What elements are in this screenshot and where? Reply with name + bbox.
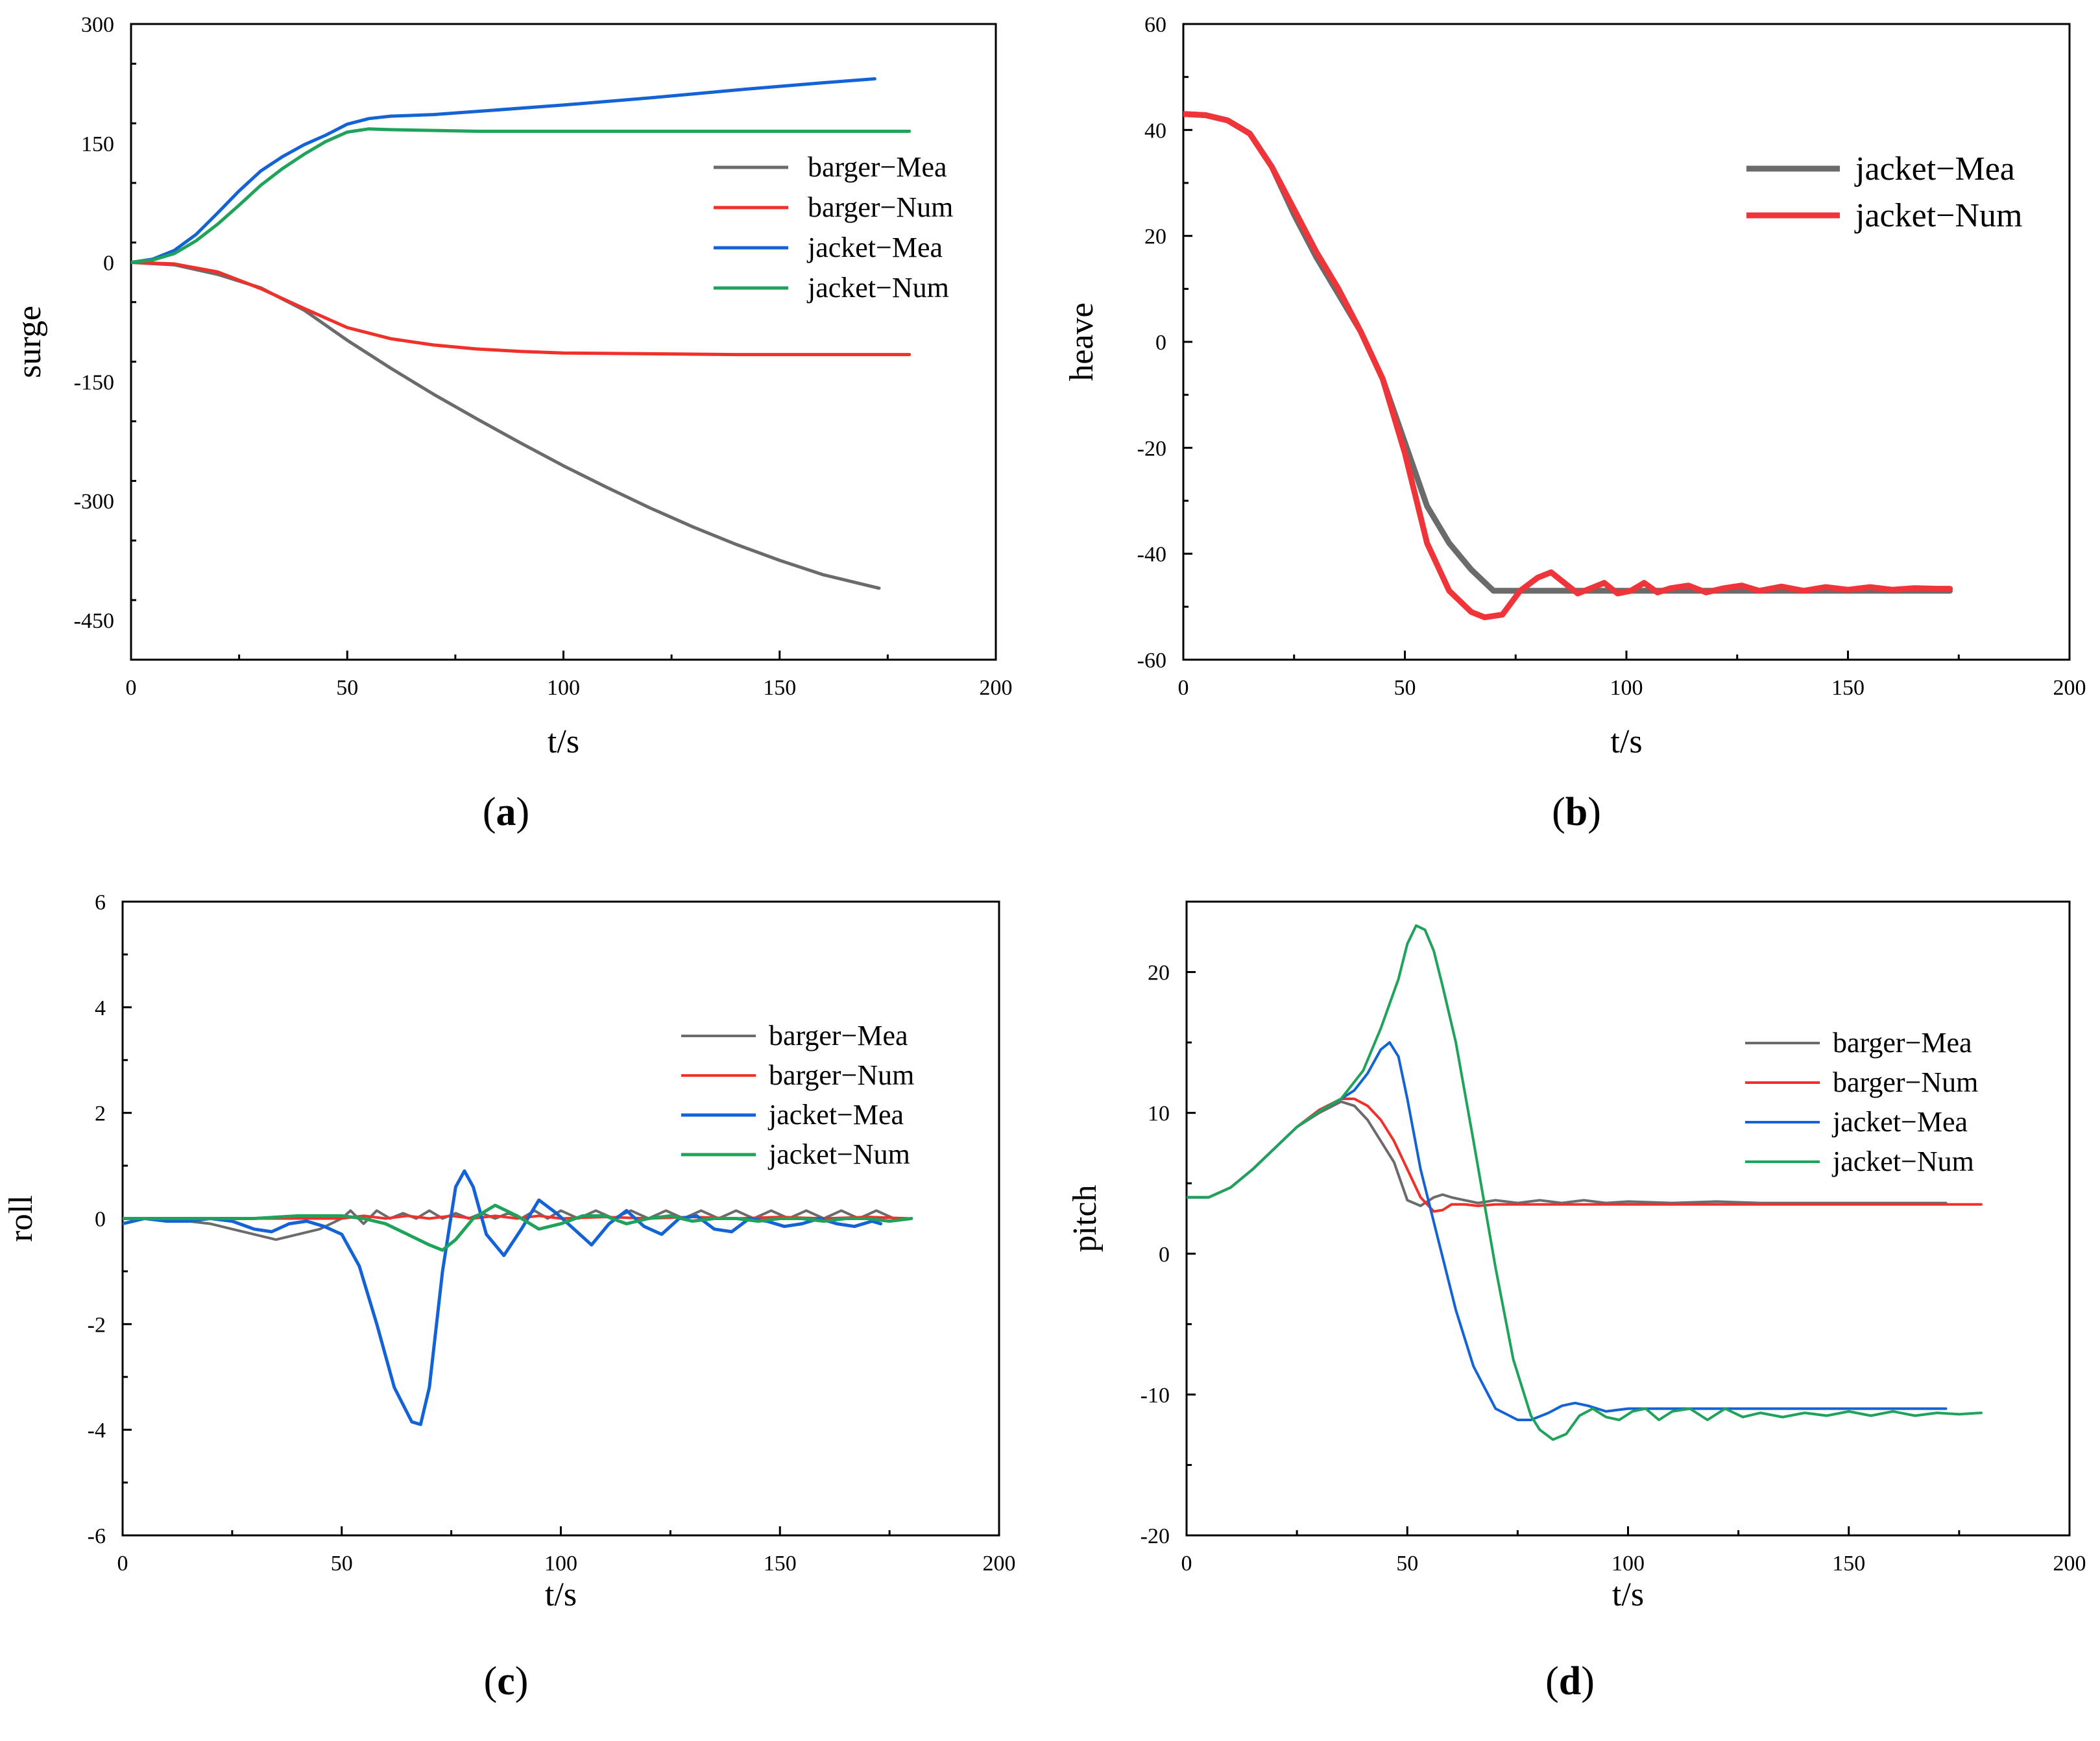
- y-tick-label: 0: [95, 1208, 106, 1232]
- series-line-barger-mea: [1187, 1100, 1948, 1207]
- panel-caption: (b): [1552, 790, 1601, 834]
- series-group: [123, 1169, 913, 1426]
- series-group: [1183, 111, 1953, 621]
- plot-frame: [130, 23, 997, 661]
- x-tick-label: 50: [1394, 676, 1416, 700]
- y-tick-label: -6: [88, 1524, 106, 1548]
- legend-label: barger−Num: [1833, 1066, 1978, 1098]
- panel-caption: (c): [484, 1659, 529, 1703]
- x-tick-label: 100: [1611, 1552, 1645, 1576]
- series-line-jacket-mea: [1187, 1041, 1948, 1421]
- x-tick-label: 150: [764, 1552, 797, 1576]
- x-tick-label: 200: [983, 1552, 1016, 1576]
- y-tick-label: 0: [103, 252, 114, 276]
- y-tick-label: -450: [74, 609, 114, 633]
- x-tick-label: 100: [544, 1552, 577, 1576]
- series-line-barger-num: [131, 261, 911, 357]
- y-tick-label: -60: [1137, 649, 1166, 673]
- chart-panel-b: 0 50 100 150 2006040200-20-40-60t/sheavejack…: [1063, 13, 2086, 834]
- chart-panel-d: 0 50 100 150 20020100-10-20t/spitchbarger−Me…: [1067, 900, 2086, 1703]
- x-axis-title: t/s: [1610, 723, 1642, 760]
- chart-panel-c: 0 50 100 150 200 6 4 2 0 -2 -4 -6 t/s roll barger−Mea b…: [3, 891, 1016, 1703]
- y-axis-title: pitch: [1067, 1185, 1104, 1253]
- y-tick-label: 40: [1144, 119, 1166, 143]
- y-tick-label: 0: [1155, 331, 1166, 355]
- y-axis-title: heave: [1063, 302, 1100, 381]
- x-tick-label: 0: [1178, 676, 1189, 700]
- y-tick-label: 6: [95, 891, 106, 915]
- y-axis-title: roll: [3, 1195, 40, 1242]
- y-tick-label: -2: [88, 1313, 106, 1337]
- x-tick-label: 150: [1831, 676, 1865, 700]
- legend-label: barger−Num: [808, 191, 953, 223]
- y-tick-label: 4: [95, 996, 106, 1020]
- legend-label: jacket−Mea: [1831, 1106, 1968, 1138]
- y-tick-label: 300: [81, 13, 114, 37]
- series-line-jacket-num: [1183, 111, 1953, 621]
- y-tick-label: -10: [1141, 1384, 1170, 1408]
- x-tick-label: 200: [2053, 1552, 2086, 1576]
- series-line-jacket-mea: [131, 77, 876, 264]
- x-tick-label: 100: [1610, 676, 1643, 700]
- x-axis-title: t/s: [545, 1576, 577, 1613]
- x-tick-label: 150: [1832, 1552, 1865, 1576]
- legend-label: jacket−Mea: [806, 232, 943, 263]
- legend-label: barger−Mea: [1833, 1027, 1972, 1059]
- x-axis-title: t/s: [1612, 1576, 1644, 1613]
- y-tick-label: -20: [1141, 1524, 1170, 1548]
- y-axis-title: surge: [11, 306, 48, 378]
- series-line-jacket-num: [123, 1203, 913, 1252]
- plot-frame: [1185, 900, 2071, 1537]
- series-line-jacket-num: [131, 127, 911, 264]
- x-tick-label: 50: [1396, 1552, 1418, 1576]
- legend-label: barger−Mea: [808, 151, 947, 183]
- y-tick-label: -150: [74, 370, 114, 394]
- y-tick-label: 20: [1148, 961, 1170, 985]
- x-tick-label: 50: [331, 1552, 353, 1576]
- y-tick-label: 10: [1148, 1102, 1170, 1126]
- legend-label: barger−Num: [769, 1059, 914, 1091]
- y-tick-label: -300: [74, 490, 114, 514]
- series-line-jacket-num: [1187, 924, 1983, 1441]
- legend-label: jacket−Mea: [767, 1099, 904, 1131]
- y-tick-label: -40: [1137, 543, 1166, 567]
- panel-caption: (d): [1545, 1659, 1595, 1703]
- y-tick-label: -20: [1137, 437, 1166, 461]
- series-line-barger-mea: [131, 261, 881, 590]
- x-tick-label: 200: [2053, 676, 2086, 700]
- y-tick-label: 20: [1144, 225, 1166, 249]
- x-axis-title: t/s: [548, 723, 579, 760]
- x-tick-label: 150: [763, 676, 796, 700]
- legend-label: jacket−Num: [1831, 1146, 1974, 1177]
- x-tick-label: 200: [980, 676, 1013, 700]
- panel-caption: (a): [483, 790, 529, 834]
- chart-panel-a: 0 50 100 150 200 300 150 0 -150 -300 -450 t/s surge b…: [11, 13, 1013, 834]
- x-tick-label: 100: [547, 676, 580, 700]
- legend-label: jacket−Num: [767, 1138, 910, 1170]
- x-tick-label: 0: [117, 1552, 128, 1576]
- y-tick-label: 2: [95, 1102, 106, 1126]
- y-tick-label: 150: [81, 132, 114, 156]
- x-tick-label: 0: [1181, 1552, 1192, 1576]
- series-line-jacket-mea: [1183, 111, 1953, 594]
- legend-label: jacket−Num: [1854, 197, 2022, 234]
- legend-label: jacket−Num: [806, 272, 949, 304]
- legend-label: jacket−Mea: [1854, 150, 2015, 187]
- x-tick-label: 0: [126, 676, 137, 700]
- y-tick-label: -4: [88, 1419, 106, 1443]
- series-group: [131, 77, 911, 590]
- plot-frame: [1182, 23, 2071, 661]
- x-tick-label: 50: [336, 676, 358, 700]
- y-tick-label: 0: [1159, 1243, 1170, 1267]
- y-tick-label: 60: [1144, 13, 1166, 37]
- legend-label: barger−Mea: [769, 1020, 908, 1051]
- series-group: [1187, 924, 1983, 1441]
